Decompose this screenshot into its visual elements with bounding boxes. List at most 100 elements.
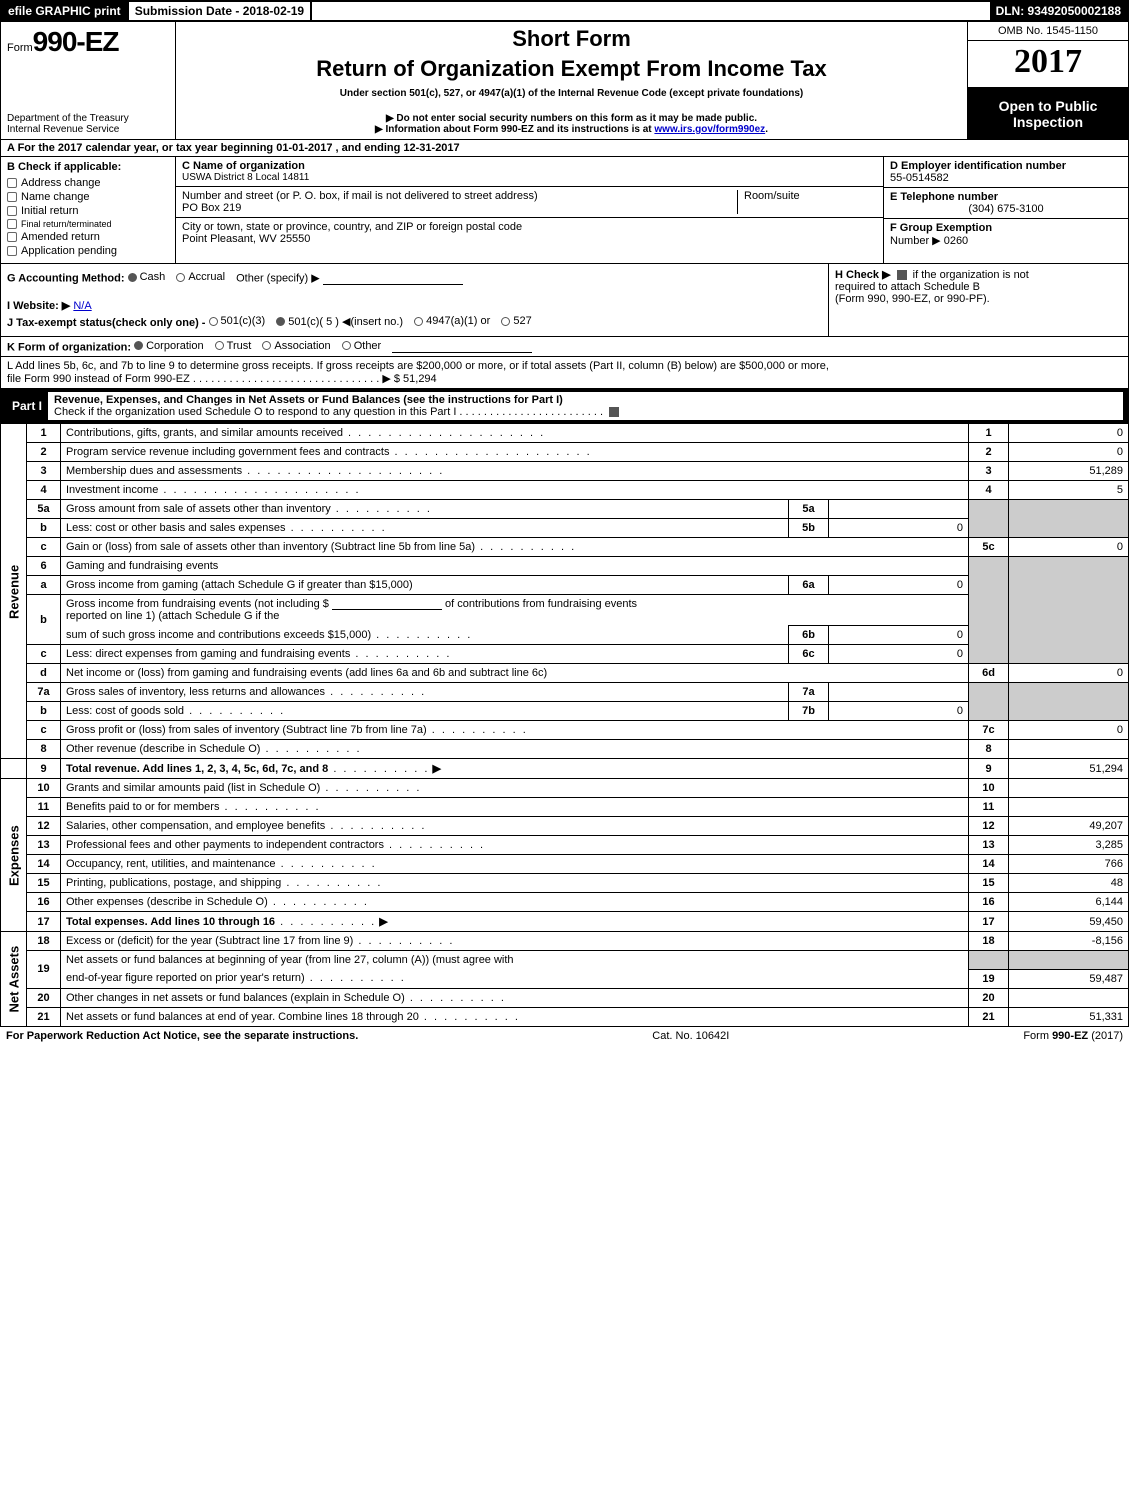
ln-19-desc1: Net assets or fund balances at beginning…	[61, 951, 969, 970]
lbl-527: 527	[513, 315, 531, 327]
col-b-checkboxes: B Check if applicable: Address change Na…	[1, 157, 176, 263]
e-phone-value: (304) 675-3100	[890, 203, 1122, 215]
ln-6c-sv: 0	[829, 645, 969, 664]
ln-7c-cn: 7c	[969, 721, 1009, 740]
header-center: Short Form Return of Organization Exempt…	[176, 22, 968, 139]
ln-7c-num: c	[27, 721, 61, 740]
ln-6b-desc2: of contributions from fundraising events	[445, 598, 637, 610]
ln-10-desc: Grants and similar amounts paid (list in…	[66, 782, 421, 794]
i-website-value[interactable]: N/A	[73, 300, 91, 312]
ln-19-val: 59,487	[1009, 969, 1129, 988]
ln-5b-sv: 0	[829, 519, 969, 538]
ln-20-val	[1009, 988, 1129, 1007]
footer-left: For Paperwork Reduction Act Notice, see …	[6, 1030, 358, 1042]
ln-16-desc: Other expenses (describe in Schedule O)	[66, 896, 369, 908]
table-row: Expenses 10 Grants and similar amounts p…	[1, 779, 1129, 798]
info-about-link[interactable]: www.irs.gov/form990ez	[654, 124, 765, 135]
radio-501c3[interactable]	[209, 317, 218, 326]
section-bcd: B Check if applicable: Address change Na…	[0, 157, 1129, 264]
col-c-org-info: C Name of organization USWA District 8 L…	[176, 157, 883, 263]
ln-13-desc: Professional fees and other payments to …	[66, 839, 485, 851]
lbl-amended-return: Amended return	[21, 231, 100, 243]
ln-2-cn: 2	[969, 443, 1009, 462]
ln-21-num: 21	[27, 1007, 61, 1026]
under-section: Under section 501(c), 527, or 4947(a)(1)…	[182, 88, 961, 99]
ln-4-val: 5	[1009, 481, 1129, 500]
k-label: K Form of organization:	[7, 341, 131, 353]
shaded-7ab	[969, 683, 1009, 721]
top-bar: efile GRAPHIC print Submission Date - 20…	[0, 0, 1129, 22]
lbl-cash: Cash	[140, 271, 166, 283]
row-a-end: 12-31-2017	[403, 142, 459, 154]
shaded-5ab	[969, 500, 1009, 538]
col-h: H Check ▶ if the organization is not req…	[828, 264, 1128, 336]
lbl-corporation: Corporation	[146, 340, 203, 352]
ln-16-val: 6,144	[1009, 893, 1129, 912]
ln-4-num: 4	[27, 481, 61, 500]
radio-accrual[interactable]	[176, 273, 185, 282]
footer-right-pre: Form	[1023, 1030, 1052, 1042]
ln-17-cn: 17	[969, 912, 1009, 932]
row-a-mid: , and ending	[336, 142, 404, 154]
c-street-label: Number and street (or P. O. box, if mail…	[182, 190, 737, 202]
ln-6d-desc: Net income or (loss) from gaming and fun…	[61, 664, 969, 683]
ln-18-val: -8,156	[1009, 932, 1129, 951]
part-i-checkbox[interactable]	[609, 407, 619, 417]
ln-9-desc: Total revenue. Add lines 1, 2, 3, 4, 5c,…	[66, 763, 328, 775]
radio-4947[interactable]	[414, 317, 423, 326]
other-org-blank[interactable]	[392, 342, 532, 353]
c-room-label: Room/suite	[737, 190, 877, 214]
ln-6b-blank[interactable]	[332, 599, 442, 610]
chk-initial-return[interactable]	[7, 206, 17, 216]
h-line1-post: if the organization is not	[913, 269, 1029, 281]
d-ein-label: D Employer identification number	[890, 160, 1122, 172]
ln-14-val: 766	[1009, 855, 1129, 874]
ln-12-val: 49,207	[1009, 817, 1129, 836]
lbl-other-org: Other	[354, 340, 382, 352]
lbl-association: Association	[274, 340, 330, 352]
table-row: Net Assets 18 Excess or (deficit) for th…	[1, 932, 1129, 951]
main-table: Revenue 1 Contributions, gifts, grants, …	[0, 423, 1129, 1027]
form-header: Form990-EZ Department of the Treasury In…	[0, 22, 1129, 140]
ln-8-val	[1009, 740, 1129, 759]
ln-5a-desc: Gross amount from sale of assets other t…	[66, 503, 432, 515]
header-left: Form990-EZ Department of the Treasury In…	[1, 22, 176, 139]
part-i-header: Part I Revenue, Expenses, and Changes in…	[0, 389, 1129, 423]
other-specify-blank[interactable]	[323, 274, 463, 285]
ln-9-val: 51,294	[1009, 759, 1129, 779]
radio-association[interactable]	[262, 341, 271, 350]
ln-13-num: 13	[27, 836, 61, 855]
chk-application-pending[interactable]	[7, 246, 17, 256]
radio-corporation[interactable]	[134, 341, 143, 350]
h-checkbox[interactable]	[897, 270, 907, 280]
table-row: 14 Occupancy, rent, utilities, and maint…	[1, 855, 1129, 874]
ln-3-cn: 3	[969, 462, 1009, 481]
footer-right-post: (2017)	[1088, 1030, 1123, 1042]
row-gh: G Accounting Method: Cash Accrual Other …	[0, 264, 1129, 337]
ln-8-cn: 8	[969, 740, 1009, 759]
radio-cash[interactable]	[128, 273, 137, 282]
lbl-initial-return: Initial return	[21, 205, 78, 217]
radio-trust[interactable]	[215, 341, 224, 350]
ln-3-num: 3	[27, 462, 61, 481]
ln-4-cn: 4	[969, 481, 1009, 500]
radio-527[interactable]	[501, 317, 510, 326]
footer-mid: Cat. No. 10642I	[652, 1030, 729, 1042]
ln-15-desc: Printing, publications, postage, and shi…	[66, 877, 382, 889]
table-row: 11 Benefits paid to or for members 11	[1, 798, 1129, 817]
chk-name-change[interactable]	[7, 192, 17, 202]
radio-501c5[interactable]	[276, 317, 285, 326]
h-line1-pre: H Check ▶	[835, 269, 891, 281]
table-row: d Net income or (loss) from gaming and f…	[1, 664, 1129, 683]
table-row: 17 Total expenses. Add lines 10 through …	[1, 912, 1129, 932]
radio-other-org[interactable]	[342, 341, 351, 350]
ln-6a-num: a	[27, 576, 61, 595]
chk-final-return[interactable]	[7, 219, 17, 229]
header-right: OMB No. 1545-1150 2017 Open to Public In…	[968, 22, 1128, 139]
chk-address-change[interactable]	[7, 178, 17, 188]
chk-amended-return[interactable]	[7, 232, 17, 242]
ln-21-val: 51,331	[1009, 1007, 1129, 1026]
info-about-pre: ▶ Information about Form 990-EZ and its …	[375, 124, 654, 135]
table-row: sum of such gross income and contributio…	[1, 626, 1129, 645]
revenue-side-cont	[1, 759, 27, 779]
